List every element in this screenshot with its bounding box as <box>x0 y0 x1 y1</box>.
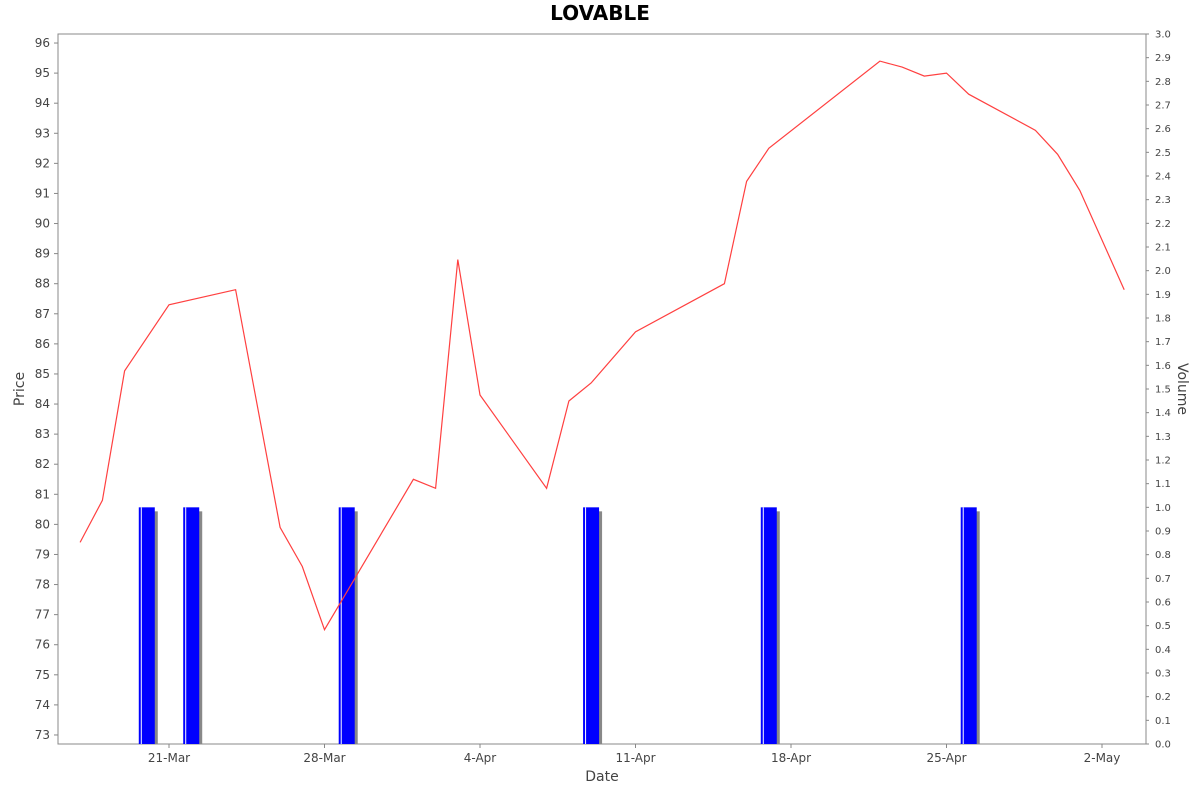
y2-tick-label: 0.2 <box>1155 692 1171 703</box>
y-tick-label: 76 <box>35 638 50 652</box>
y-tick-label: 95 <box>35 66 50 80</box>
y-tick-label: 78 <box>35 578 50 592</box>
volume-bar <box>338 507 355 744</box>
y2-tick-label: 2.1 <box>1155 243 1171 254</box>
y-tick-label: 79 <box>35 547 50 561</box>
x-axis: 21-Mar 28-Mar 4-Apr 11-Apr 18-Apr 25-Apr 2-May <box>148 744 1121 765</box>
y2-tick-label: 0.8 <box>1155 550 1171 561</box>
y-tick-label: 85 <box>35 367 50 381</box>
y2-tick-label: 1.7 <box>1155 337 1171 348</box>
y2-tick-label: 0.4 <box>1155 645 1171 656</box>
y-tick-label: 96 <box>35 36 50 50</box>
x-axis-title: Date <box>585 769 618 785</box>
y2-tick-label: 0.1 <box>1155 716 1171 727</box>
x-tick-label: 11-Apr <box>615 751 655 765</box>
y2-tick-label: 0.3 <box>1155 669 1171 680</box>
x-tick-label: 28-Mar <box>303 751 345 765</box>
y2-axis-title: Volume <box>1174 363 1190 415</box>
y2-tick-label: 2.0 <box>1155 266 1171 277</box>
y2-tick-label: 1.4 <box>1155 408 1171 419</box>
y2-tick-label: 0.0 <box>1155 740 1171 751</box>
y2-tick-label: 0.7 <box>1155 574 1171 585</box>
y-tick-label: 81 <box>35 487 50 501</box>
y2-tick-label: 2.2 <box>1155 219 1171 230</box>
y-tick-label: 89 <box>35 247 50 261</box>
volume-bar <box>960 507 977 744</box>
y2-tick-label: 2.8 <box>1155 77 1171 88</box>
y-tick-label: 74 <box>35 698 50 712</box>
volume-bar <box>583 507 600 744</box>
y2-tick-label: 1.9 <box>1155 290 1171 301</box>
y-tick-label: 82 <box>35 457 50 471</box>
y2-tick-label: 0.9 <box>1155 527 1171 538</box>
y-tick-label: 88 <box>35 277 50 291</box>
y2-tick-label: 1.1 <box>1155 479 1171 490</box>
y2-tick-label: 1.5 <box>1155 385 1171 396</box>
y-tick-label: 92 <box>35 156 50 170</box>
y2-tick-label: 1.8 <box>1155 314 1171 325</box>
volume-bar <box>138 507 155 744</box>
volume-bar <box>183 507 200 744</box>
y2-tick-label: 1.0 <box>1155 503 1171 514</box>
price-line-group <box>79 60 1125 632</box>
volume-bar <box>760 507 777 744</box>
y2-tick-label: 1.3 <box>1155 432 1171 443</box>
x-tick-label: 18-Apr <box>771 751 811 765</box>
y2-tick-label: 2.7 <box>1155 101 1171 112</box>
y2-tick-label: 2.3 <box>1155 195 1171 206</box>
y2-tick-label: 3.0 <box>1155 30 1171 41</box>
y-tick-label: 90 <box>35 217 50 231</box>
y2-tick-label: 0.5 <box>1155 621 1171 632</box>
chart-title: LOVABLE <box>550 1 650 25</box>
y-tick-label: 86 <box>35 337 50 351</box>
y2-tick-label: 1.2 <box>1155 456 1171 467</box>
y-tick-label: 80 <box>35 517 50 531</box>
y2-tick-label: 2.9 <box>1155 53 1171 64</box>
y-tick-label: 93 <box>35 126 50 140</box>
x-tick-label: 4-Apr <box>464 751 497 765</box>
y2-tick-label: 0.6 <box>1155 598 1171 609</box>
y-tick-label: 73 <box>35 728 50 742</box>
y-tick-label: 77 <box>35 608 50 622</box>
x-tick-label: 25-Apr <box>926 751 966 765</box>
y2-tick-label: 2.6 <box>1155 124 1171 135</box>
y-axis-left: 73 74 75 76 77 78 79 80 81 82 83 84 85 86 87 88 89 90 91 92… <box>35 36 58 742</box>
price-line <box>79 60 1125 632</box>
x-tick-label: 21-Mar <box>148 751 190 765</box>
y-tick-label: 75 <box>35 668 50 682</box>
y2-tick-label: 2.5 <box>1155 148 1171 159</box>
y2-tick-label: 2.4 <box>1155 172 1171 183</box>
y-axis-title: Price <box>12 372 28 406</box>
y-tick-label: 84 <box>35 397 50 411</box>
volume-bars <box>138 507 980 744</box>
y-tick-label: 83 <box>35 427 50 441</box>
y-axis-right: 0.0 0.1 0.2 0.3 0.4 0.5 0.6 0.7 0.8 0.9 1.0 1.1 1.2 1… <box>1146 30 1171 751</box>
y-tick-label: 91 <box>35 186 50 200</box>
x-tick-label: 2-May <box>1084 751 1121 765</box>
y2-tick-label: 1.6 <box>1155 361 1171 372</box>
y-tick-label: 87 <box>35 307 50 321</box>
y-tick-label: 94 <box>35 96 50 110</box>
